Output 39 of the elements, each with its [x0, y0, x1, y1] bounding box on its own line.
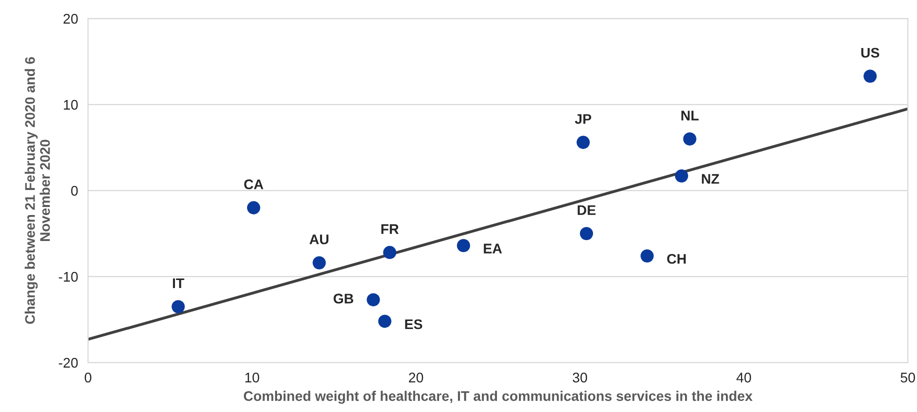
point [640, 249, 654, 262]
annotation: GB [334, 294, 354, 304]
y-tick-label: 20 [64, 14, 78, 24]
y-tick-label: -10 [58, 272, 78, 282]
point [580, 226, 594, 240]
x-tick-label: 20 [408, 372, 424, 382]
point [247, 201, 260, 214]
annotation: FR [381, 224, 399, 234]
annotation: NL [681, 110, 699, 120]
y-tick-label: 10 [64, 100, 78, 110]
point [456, 239, 470, 252]
annotation: NZ [702, 174, 720, 184]
point [172, 300, 185, 314]
annotation: CH [667, 254, 686, 264]
point [383, 246, 396, 260]
annotation: DE [578, 205, 596, 215]
point [378, 314, 392, 328]
annotation: JP [574, 114, 592, 124]
annotation: CA [244, 179, 264, 190]
y-tick-label: -20 [58, 358, 78, 368]
x-tick-label: 10 [245, 372, 260, 382]
annotation: EA [484, 244, 502, 254]
annotation: ES [405, 319, 422, 330]
x-axis-title: Combined weight of healthcare, IT and communications services in the index [244, 390, 753, 404]
annotation: IT [172, 278, 184, 288]
y-axis-title: Change between 21 February 2020 and 6 November 2020 [24, 57, 50, 324]
annotation: US [861, 48, 880, 58]
annotation: AU [310, 234, 328, 244]
point [366, 293, 380, 306]
x-tick-label: 50 [900, 372, 916, 382]
point [576, 136, 590, 149]
x-tick-label: 0 [84, 372, 92, 382]
point [864, 70, 877, 83]
y-tick-label: 0 [71, 186, 78, 196]
x-tick-label: 40 [736, 372, 752, 382]
point [312, 256, 326, 270]
x-tick-label: 30 [572, 372, 588, 382]
point [683, 132, 696, 146]
point [674, 169, 688, 183]
